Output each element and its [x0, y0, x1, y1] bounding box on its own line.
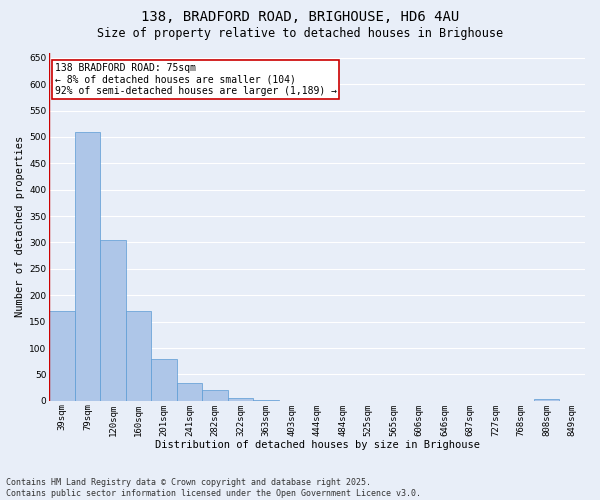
Bar [534, 398, 559, 401]
Bar [49, 311, 75, 401]
Text: Size of property relative to detached houses in Brighouse: Size of property relative to detached ho… [97, 28, 503, 40]
Bar [126, 311, 151, 401]
Bar [75, 132, 100, 401]
Bar [228, 398, 253, 401]
Bar [151, 358, 177, 401]
Y-axis label: Number of detached properties: Number of detached properties [15, 136, 25, 318]
Text: 138, BRADFORD ROAD, BRIGHOUSE, HD6 4AU: 138, BRADFORD ROAD, BRIGHOUSE, HD6 4AU [141, 10, 459, 24]
Bar [100, 240, 126, 401]
Text: Contains HM Land Registry data © Crown copyright and database right 2025.
Contai: Contains HM Land Registry data © Crown c… [6, 478, 421, 498]
Bar [202, 390, 228, 401]
X-axis label: Distribution of detached houses by size in Brighouse: Distribution of detached houses by size … [155, 440, 479, 450]
Text: 138 BRADFORD ROAD: 75sqm
← 8% of detached houses are smaller (104)
92% of semi-d: 138 BRADFORD ROAD: 75sqm ← 8% of detache… [55, 63, 337, 96]
Bar [177, 384, 202, 401]
Bar [253, 400, 279, 401]
